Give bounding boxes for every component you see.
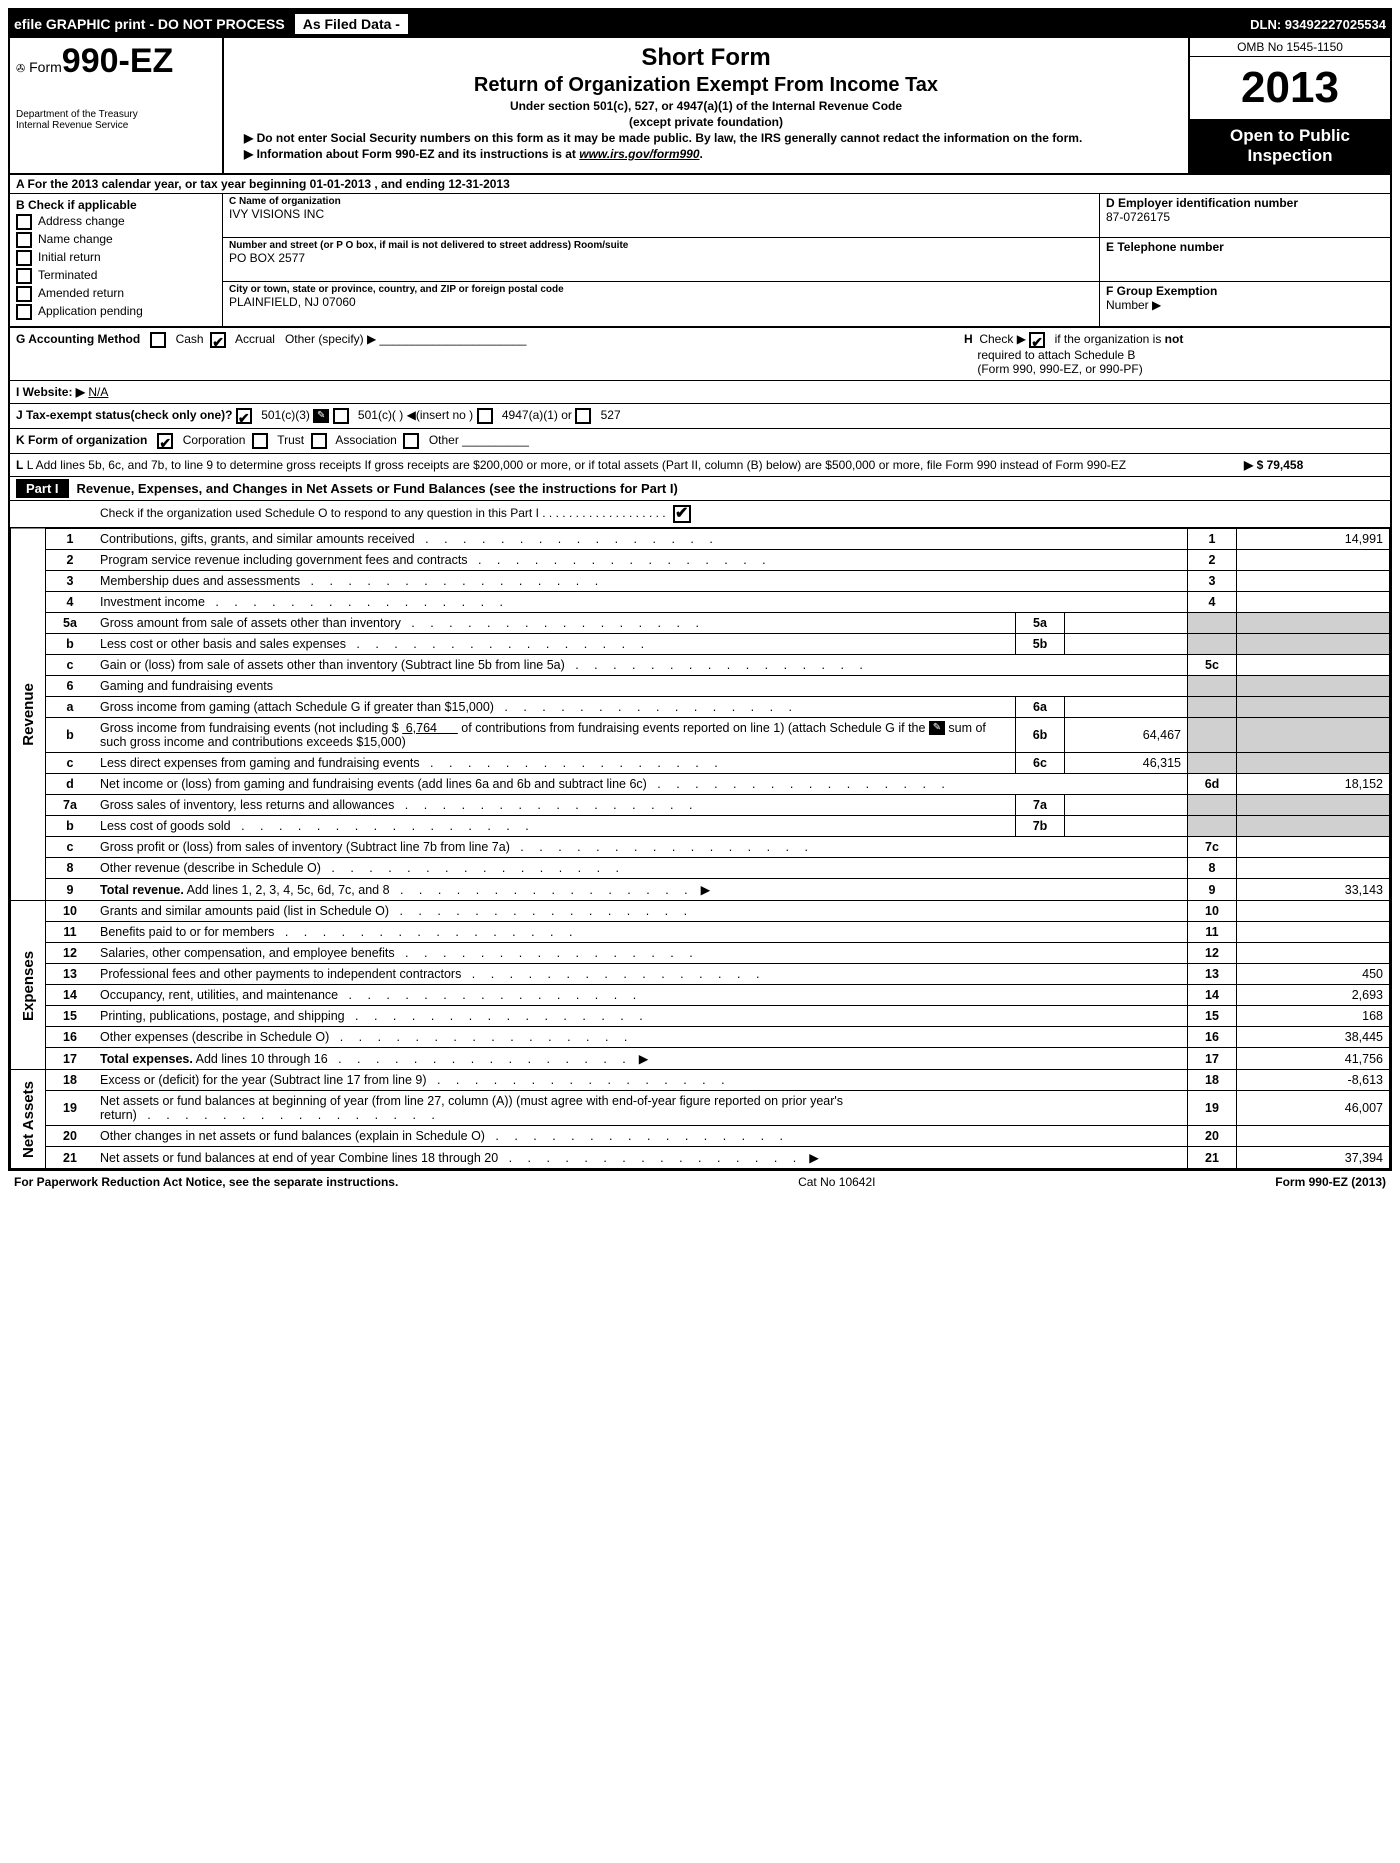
line-j: J Tax-exempt status(check only one)? 501… [10, 404, 1390, 429]
top-bar: efile GRAPHIC print - DO NOT PROCESS As … [10, 10, 1390, 38]
footer: For Paperwork Reduction Act Notice, see … [8, 1171, 1392, 1193]
org-street: PO BOX 2577 [229, 251, 1093, 265]
ein: 87-0726175 [1106, 210, 1170, 224]
line-l: L L Add lines 5b, 6c, and 7b, to line 9 … [10, 454, 1390, 477]
header: ✇ Form990-EZ Department of the Treasury … [10, 38, 1390, 175]
dept-irs: Internal Revenue Service [16, 120, 216, 131]
open-to-public: Open to Public Inspection [1190, 120, 1390, 173]
form-prefix: Form [29, 59, 62, 75]
cat-no: Cat No 10642I [398, 1175, 1275, 1189]
header-mid: Short Form Return of Organization Exempt… [224, 38, 1188, 173]
dln-label: DLN: 93492227025534 [1250, 17, 1386, 32]
form-ref: Form 990-EZ (2013) [1275, 1175, 1386, 1189]
seal-icon: ✇ [16, 63, 25, 75]
header-left: ✇ Form990-EZ Department of the Treasury … [10, 38, 224, 173]
subtitle2: (except private foundation) [244, 115, 1168, 129]
line-i: I Website: ▶ N/A [10, 381, 1390, 404]
block-b-c-d-e-f: B Check if applicable Address change Nam… [10, 194, 1390, 328]
warning2: ▶ Information about Form 990-EZ and its … [244, 147, 1168, 161]
part1-check: Check if the organization used Schedule … [10, 501, 1390, 528]
line-k: K Form of organization Corporation Trust… [10, 429, 1390, 454]
paperwork-notice: For Paperwork Reduction Act Notice, see … [14, 1175, 398, 1189]
dept-treasury: Department of the Treasury [16, 109, 216, 120]
header-right: OMB No 1545-1150 2013 Open to Public Ins… [1188, 38, 1390, 173]
org-city: PLAINFIELD, NJ 07060 [229, 295, 1093, 309]
efile-label: efile GRAPHIC print - DO NOT PROCESS [14, 16, 285, 32]
section-b: B Check if applicable Address change Nam… [10, 194, 223, 326]
tax-year: 2013 [1190, 57, 1390, 120]
org-name: IVY VISIONS INC [229, 207, 1093, 221]
line-a: A For the 2013 calendar year, or tax yea… [10, 175, 1390, 194]
short-form-title: Short Form [244, 44, 1168, 72]
form-number: 990-EZ [62, 42, 174, 80]
section-c: C Name of organization IVY VISIONS INC N… [223, 194, 1099, 326]
form-990ez: efile GRAPHIC print - DO NOT PROCESS As … [8, 8, 1392, 1171]
part1-header: Part I Revenue, Expenses, and Changes in… [10, 477, 1390, 501]
section-def: D Employer identification number 87-0726… [1099, 194, 1390, 326]
omb-number: OMB No 1545-1150 [1190, 38, 1390, 57]
line-g-h: G Accounting Method Cash Accrual Other (… [10, 328, 1390, 381]
part1-table: Revenue1Contributions, gifts, grants, an… [10, 528, 1390, 1170]
subtitle1: Under section 501(c), 527, or 4947(a)(1)… [244, 99, 1168, 113]
warning1: ▶ Do not enter Social Security numbers o… [244, 131, 1168, 145]
as-filed-label: As Filed Data - [293, 12, 410, 36]
main-title: Return of Organization Exempt From Incom… [244, 74, 1168, 97]
